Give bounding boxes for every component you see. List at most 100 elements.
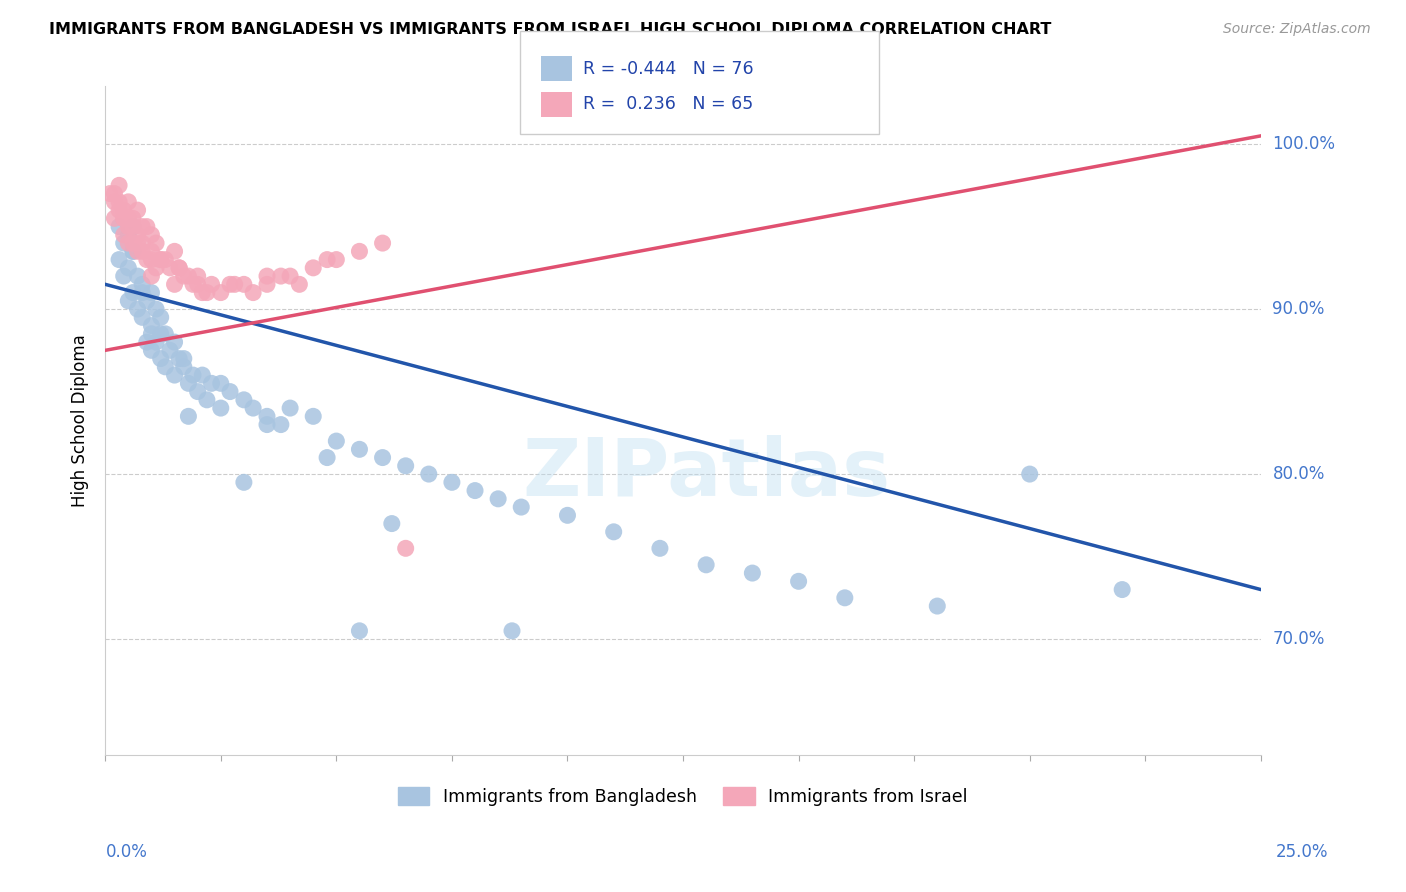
Point <box>270 269 292 284</box>
Point <box>1018 467 1040 481</box>
Point <box>173 269 195 284</box>
Point <box>371 450 394 465</box>
Point <box>127 244 149 259</box>
Point <box>149 252 172 267</box>
Point <box>149 351 172 366</box>
Text: IMMIGRANTS FROM BANGLADESH VS IMMIGRANTS FROM ISRAEL HIGH SCHOOL DIPLOMA CORRELA: IMMIGRANTS FROM BANGLADESH VS IMMIGRANTS… <box>49 22 1052 37</box>
Point <box>117 236 139 251</box>
Point <box>112 211 135 226</box>
Point <box>108 194 131 209</box>
Y-axis label: High School Diploma: High School Diploma <box>72 334 89 507</box>
Point <box>122 219 145 234</box>
Point <box>163 368 186 383</box>
Point <box>256 277 278 292</box>
Point <box>288 277 311 292</box>
Point <box>108 252 131 267</box>
Point <box>191 285 214 300</box>
Point <box>122 219 145 234</box>
Point <box>167 260 190 275</box>
Text: R =  0.236   N = 65: R = 0.236 N = 65 <box>583 95 754 113</box>
Point <box>103 211 125 226</box>
Point <box>145 335 167 350</box>
Point <box>927 599 949 613</box>
Text: R = -0.444   N = 76: R = -0.444 N = 76 <box>583 60 754 78</box>
Point <box>122 244 145 259</box>
Point <box>195 392 218 407</box>
Point <box>557 508 579 523</box>
Point <box>501 624 523 638</box>
Point <box>103 194 125 209</box>
Point <box>278 401 301 415</box>
Point <box>141 244 163 259</box>
Point <box>163 277 186 292</box>
Point <box>242 285 264 300</box>
Point <box>145 260 167 275</box>
Point <box>108 203 131 218</box>
Text: 0.0%: 0.0% <box>105 843 148 861</box>
Point <box>159 343 181 358</box>
Point <box>117 227 139 242</box>
Point <box>648 541 671 556</box>
Point <box>127 269 149 284</box>
Point <box>270 417 292 432</box>
Point <box>141 227 163 242</box>
Point <box>316 252 339 267</box>
Point <box>117 219 139 234</box>
Point <box>177 376 200 391</box>
Point <box>177 409 200 424</box>
Text: 90.0%: 90.0% <box>1272 300 1324 318</box>
Point <box>195 285 218 300</box>
Text: ZIPatlas: ZIPatlas <box>522 435 890 513</box>
Point <box>302 409 325 424</box>
Point <box>122 211 145 226</box>
Point <box>149 310 172 325</box>
Point <box>325 434 347 448</box>
Point <box>209 285 232 300</box>
Point <box>349 624 371 638</box>
Point <box>256 269 278 284</box>
Point <box>122 285 145 300</box>
Point <box>98 186 121 201</box>
Point <box>741 566 763 580</box>
Point <box>181 368 204 383</box>
Point <box>349 244 371 259</box>
Point <box>131 236 153 251</box>
Point <box>112 236 135 251</box>
Point <box>112 211 135 226</box>
Point <box>187 384 209 399</box>
Point <box>112 203 135 218</box>
Point <box>117 194 139 209</box>
Point <box>440 475 463 490</box>
Point <box>209 376 232 391</box>
Point <box>141 326 163 341</box>
Point <box>173 351 195 366</box>
Point <box>135 219 157 234</box>
Point <box>187 269 209 284</box>
Point <box>141 318 163 333</box>
Point <box>695 558 717 572</box>
Point <box>122 236 145 251</box>
Point <box>1111 582 1133 597</box>
Point <box>191 368 214 383</box>
Point <box>131 244 153 259</box>
Point <box>155 359 177 374</box>
Point <box>127 302 149 317</box>
Point <box>224 277 246 292</box>
Point <box>232 475 254 490</box>
Point <box>141 252 163 267</box>
Point <box>167 351 190 366</box>
Point <box>834 591 856 605</box>
Point <box>173 359 195 374</box>
Point <box>149 326 172 341</box>
Point <box>464 483 486 498</box>
Point <box>181 277 204 292</box>
Point <box>395 458 418 473</box>
Point <box>112 269 135 284</box>
Point <box>187 277 209 292</box>
Point <box>325 252 347 267</box>
Point <box>135 293 157 308</box>
Text: Source: ZipAtlas.com: Source: ZipAtlas.com <box>1223 22 1371 37</box>
Point <box>219 384 242 399</box>
Point <box>200 277 222 292</box>
Point <box>135 252 157 267</box>
